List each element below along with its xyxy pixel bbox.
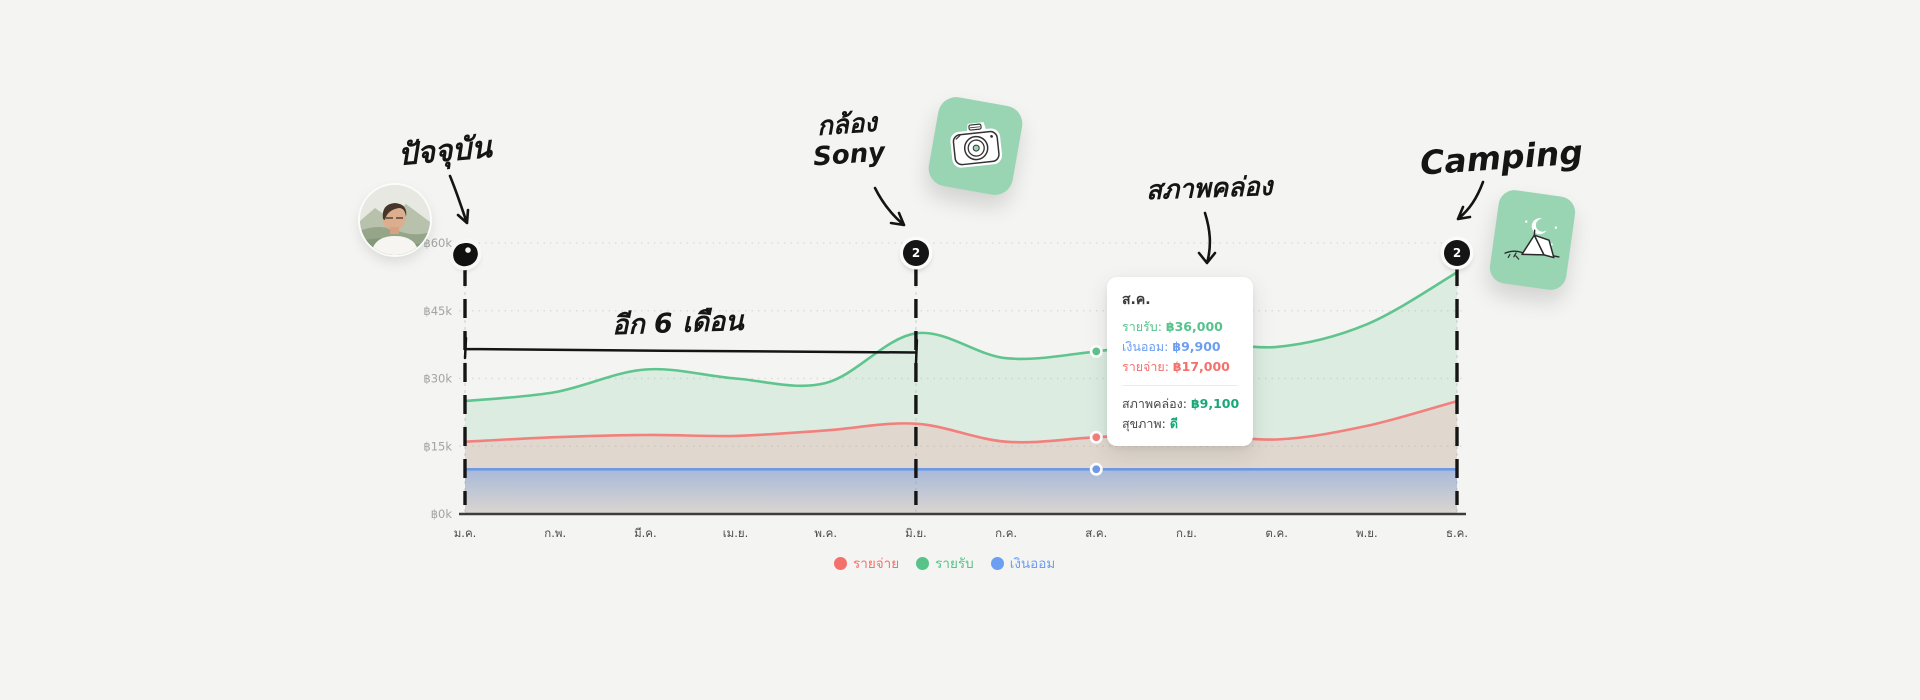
- highlight-dot-เงินออม: [1089, 462, 1103, 476]
- avatar-photo-illustration: [360, 185, 430, 255]
- tooltip-row-label: รายรับ:: [1122, 319, 1162, 334]
- six-month-bracket: [463, 336, 919, 368]
- camera-sticker-card: [925, 94, 1026, 198]
- y-tick-label: ฿30k: [423, 372, 452, 386]
- annotation-present: ปัจจุบัน: [396, 129, 494, 174]
- x-tick-label: พ.ค.: [814, 526, 837, 540]
- legend-dot: [834, 556, 847, 570]
- milestone-badge-camera-label: 2: [911, 246, 921, 260]
- x-tick-label: ก.พ.: [544, 526, 566, 540]
- tooltip-summary-value: ดี: [1169, 416, 1178, 431]
- x-tick-label: ก.ค.: [995, 526, 1017, 540]
- tooltip-row: เงินออม: ฿9,900: [1122, 337, 1238, 357]
- camera-icon: [949, 122, 1002, 168]
- chart-legend: รายจ่าย รายรับ เงินออม: [834, 552, 1055, 574]
- tooltip-summary-label: สุขภาพ:: [1122, 416, 1166, 431]
- tooltip-row-label: เงินออม:: [1122, 339, 1169, 354]
- tent-icon: [1503, 218, 1560, 260]
- x-tick-label: พ.ย.: [1356, 526, 1378, 540]
- x-tick-label: เม.ย.: [723, 526, 749, 540]
- tooltip-summary-row: สภาพคล่อง: ฿9,100: [1122, 394, 1240, 414]
- x-tick-label: มี.ค.: [634, 526, 657, 540]
- annotation-six-months: อีก 6 เดือน: [611, 305, 745, 342]
- tooltip-month-title: ส.ค.: [1122, 292, 1151, 308]
- x-tick-label: ก.ย.: [1176, 526, 1197, 540]
- tooltip-row: รายรับ: ฿36,000: [1122, 317, 1238, 337]
- milestone-badge-camping-label: 2: [1452, 246, 1462, 260]
- tooltip-row-label: รายจ่าย:: [1122, 359, 1169, 374]
- camping-sticker-card: [1487, 188, 1578, 292]
- chart-tooltip: ส.ค. รายรับ: ฿36,000 เงินออม: ฿9,900 รายจ่…: [1107, 277, 1253, 446]
- tooltip-row-value: ฿36,000: [1165, 319, 1223, 334]
- legend-item-รายรับ[interactable]: รายรับ: [916, 552, 974, 574]
- annotation-camera-line2: Sony: [812, 137, 887, 173]
- tooltip-row-value: ฿9,900: [1172, 339, 1221, 354]
- legend-label: รายรับ: [935, 556, 974, 572]
- avatar: [360, 185, 430, 255]
- line-รายจ่าย: [463, 399, 1459, 444]
- legend-label: เงินออม: [1009, 556, 1056, 572]
- y-tick-label: ฿60k: [423, 236, 452, 250]
- legend-label: รายจ่าย: [853, 556, 900, 572]
- tooltip-series-rows: รายรับ: ฿36,000 เงินออม: ฿9,900 รายจ่าย: ฿…: [1122, 317, 1238, 377]
- tooltip-divider: [1122, 385, 1238, 386]
- tooltip-summary-value: ฿9,100: [1190, 396, 1240, 411]
- legend-item-รายจ่าย[interactable]: รายจ่าย: [834, 552, 899, 574]
- milestone-badge-camera[interactable]: 2: [903, 240, 929, 266]
- tooltip-row-value: ฿17,000: [1172, 359, 1230, 374]
- x-tick-label: ม.ค.: [454, 526, 477, 540]
- legend-dot: [990, 556, 1004, 570]
- tooltip-summary-rows: สภาพคล่อง: ฿9,100 สุขภาพ: ดี: [1122, 394, 1240, 434]
- tooltip-row: รายจ่าย: ฿17,000: [1122, 357, 1238, 377]
- tooltip-summary-label: สภาพคล่อง:: [1122, 396, 1187, 411]
- y-tick-label: ฿0k: [431, 507, 453, 521]
- area-เงินออม: [465, 469, 1457, 514]
- legend-dot: [916, 556, 930, 570]
- highlight-dot-รายจ่าย: [1089, 430, 1103, 444]
- annotation-liquidity: สภาพคล่อง: [1145, 171, 1273, 207]
- area-รายรับ: [465, 272, 1457, 514]
- y-tick-label: ฿45k: [423, 304, 452, 318]
- milestone-badge-camping[interactable]: 2: [1444, 240, 1470, 266]
- x-tick-label: มิ.ย.: [905, 526, 927, 540]
- tooltip-summary-row: สุขภาพ: ดี: [1122, 414, 1238, 434]
- y-tick-label: ฿15k: [423, 439, 452, 453]
- x-tick-label: ต.ค.: [1265, 526, 1287, 540]
- highlight-dot-รายรับ: [1089, 344, 1103, 358]
- x-tick-label: ส.ค.: [1085, 526, 1107, 540]
- annotation-camera-sony: กล้อง Sony: [810, 108, 887, 173]
- legend-item-เงินออม[interactable]: เงินออม: [990, 552, 1056, 574]
- x-tick-label: ธ.ค.: [1446, 526, 1468, 540]
- line-รายรับ: [463, 271, 1459, 403]
